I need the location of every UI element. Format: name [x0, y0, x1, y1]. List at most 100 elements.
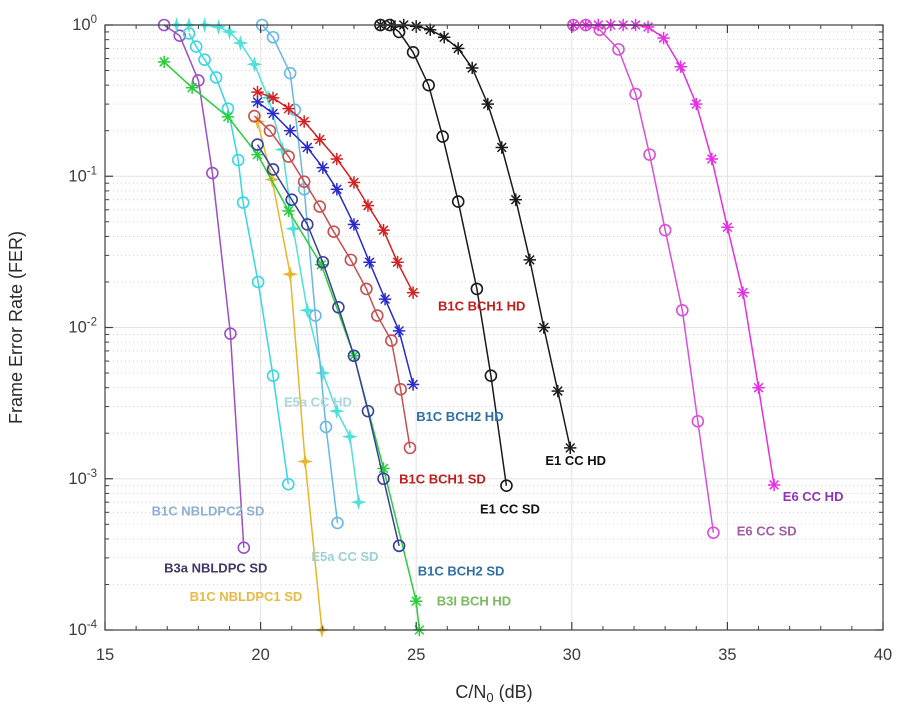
series-line-b3i-bch-hd	[163, 61, 421, 631]
curve-label-e1-cc-sd: E1 CC SD	[480, 501, 540, 516]
y-tick-label: 10-2	[68, 317, 97, 337]
x-tick-label: 35	[718, 646, 736, 664]
asterisk-marker	[538, 322, 549, 333]
curve-label-e5a-cc-sd: E5a CC SD	[311, 549, 378, 564]
curve-label-b1c-bch1-hd: B1C BCH1 HD	[438, 298, 525, 313]
grid	[105, 25, 883, 630]
circle-marker	[263, 124, 277, 138]
y-tick-label: 10-3	[68, 468, 97, 488]
asterisk-marker	[453, 43, 464, 54]
x-tick-label: 25	[407, 646, 425, 664]
series-line-b3a-nbldpc-sd	[163, 24, 245, 548]
star-marker	[282, 266, 299, 283]
asterisk-marker	[565, 442, 576, 453]
asterisk-marker	[331, 184, 342, 195]
circle-marker	[484, 369, 498, 383]
circle-marker	[500, 479, 513, 492]
y-axis-title: Frame Error Rate (FER)	[6, 231, 26, 424]
asterisk-marker	[363, 200, 373, 211]
x-tick-label: 30	[563, 646, 581, 664]
circle-marker	[266, 163, 280, 176]
circle-marker	[377, 472, 390, 486]
star-marker	[299, 302, 316, 319]
asterisk-marker	[268, 92, 278, 103]
circle-marker	[327, 225, 341, 238]
asterisk-marker	[299, 116, 310, 127]
asterisk-marker	[392, 257, 403, 268]
curve-label-e1-cc-hd: E1 CC HD	[545, 453, 606, 468]
curve-label-b1c-bch2-hd: B1C BCH2 HD	[416, 409, 503, 424]
curve-label-e6-cc-sd: E6 CC SD	[737, 524, 797, 539]
circle-marker	[309, 309, 322, 322]
circle-marker	[236, 196, 250, 209]
circle-marker	[392, 25, 406, 39]
asterisk-marker	[675, 61, 686, 72]
asterisk-marker	[524, 254, 535, 265]
circle-marker	[643, 148, 656, 161]
curve-label-b1c-bch1-sd: B1C BCH1 SD	[399, 472, 486, 487]
axis-ticks	[104, 24, 884, 631]
circle-marker	[313, 200, 327, 213]
x-tick-label: 20	[251, 646, 269, 664]
asterisk-marker	[252, 87, 263, 98]
circle-marker	[251, 275, 265, 289]
series-b1c-bch1-hd	[251, 85, 420, 299]
asterisk-marker	[467, 63, 478, 73]
circle-marker	[436, 130, 449, 143]
asterisk-marker	[364, 257, 375, 268]
asterisk-marker	[378, 463, 389, 474]
asterisk-marker	[408, 287, 419, 298]
circle-marker	[422, 78, 435, 92]
circle-marker	[266, 369, 280, 383]
circle-marker	[281, 477, 295, 491]
asterisk-marker	[769, 480, 779, 490]
curve-label-e5a-cc-hd: E5a CC HD	[284, 395, 352, 410]
asterisk-marker	[314, 134, 325, 145]
circle-marker	[248, 109, 261, 123]
circle-marker	[658, 223, 672, 237]
asterisk-marker	[159, 57, 170, 67]
asterisk-marker	[223, 111, 233, 122]
asterisk-marker	[510, 194, 521, 205]
circle-marker	[675, 303, 689, 317]
circle-marker	[360, 282, 373, 296]
circle-marker	[206, 166, 219, 180]
series-b1c-bch1-sd	[248, 109, 417, 455]
series-e5a-cc-sd	[255, 18, 344, 530]
circle-marker	[231, 153, 245, 167]
star-marker	[314, 365, 331, 381]
circle-marker	[451, 195, 465, 208]
curve-label-b3i-bch-hd: B3I BCH HD	[437, 594, 511, 609]
asterisk-marker	[316, 259, 327, 270]
circle-marker	[332, 301, 345, 314]
circle-marker	[300, 218, 314, 231]
circle-marker	[319, 420, 333, 434]
star-marker	[328, 403, 345, 420]
circle-marker	[285, 193, 299, 206]
circle-marker	[251, 138, 264, 151]
asterisk-marker	[753, 382, 764, 393]
asterisk-marker	[331, 154, 342, 164]
star-marker	[350, 494, 367, 511]
asterisk-marker	[706, 154, 717, 164]
series-line-b1c-bch2-sd	[256, 144, 400, 547]
asterisk-marker	[439, 32, 450, 43]
circle-marker	[282, 150, 295, 163]
y-tick-label: 10-1	[68, 165, 97, 185]
circle-marker	[266, 30, 280, 44]
series-b3a-nbldpc-sd	[157, 18, 251, 555]
circle-marker	[385, 334, 398, 347]
series-b1c-bch2-hd	[251, 95, 420, 391]
circle-marker	[347, 349, 361, 363]
circle-marker	[189, 40, 203, 53]
circle-marker	[612, 43, 625, 56]
x-tick-label: 40	[874, 646, 892, 664]
series-line-e6-cc-sd	[573, 24, 715, 533]
circle-marker	[392, 539, 406, 553]
circle-marker	[470, 282, 484, 296]
circle-marker	[283, 66, 297, 80]
asterisk-marker	[722, 222, 733, 233]
circle-marker	[629, 87, 642, 101]
